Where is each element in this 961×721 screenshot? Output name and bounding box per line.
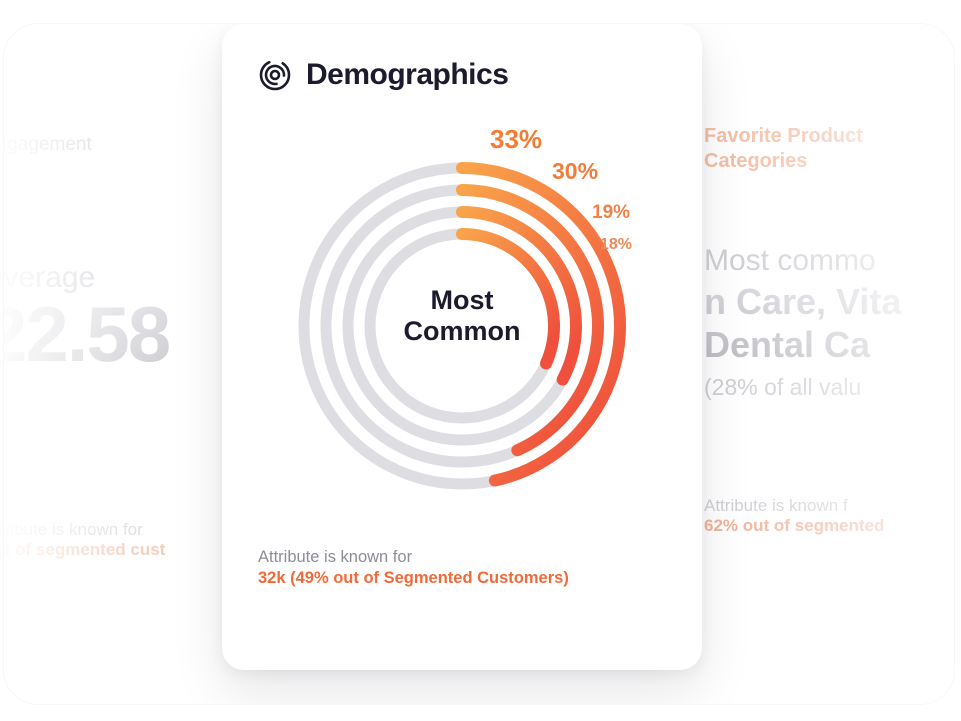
bg-right-title-l1: Favorite Product — [704, 125, 863, 147]
stage: Engagement Average 22.58 Attribute is kn… — [4, 24, 954, 704]
bg-right-title-l2: Categories — [704, 150, 807, 172]
footer-line2: 32k (49% out of Segmented Customers) — [258, 569, 666, 588]
bg-right-categories: n Care, Vita Dental Ca — [704, 280, 954, 366]
chart-center-l2: Common — [404, 316, 521, 346]
ring-pct-label-3: 18% — [600, 236, 632, 254]
card-footer: Attribute is known for 32k (49% out of S… — [258, 548, 666, 588]
bg-right-title: Favorite Product Categories — [704, 124, 954, 174]
radial-chart: Most Common 33% 30% 19% 18% — [258, 112, 666, 520]
radial-logo-icon — [258, 58, 292, 92]
bg-right-known-l2: 62% out of segmented — [704, 516, 954, 536]
card-header: Demographics — [258, 58, 666, 92]
ring-pct-label-2: 19% — [592, 202, 630, 224]
demographics-card: Demographics Most Common 33% 30% 19% 18% — [222, 24, 702, 670]
ring-pct-label-1: 30% — [552, 158, 598, 185]
ring-pct-label-0: 33% — [490, 124, 542, 155]
bg-right-cats-l1: n Care, Vita — [704, 281, 901, 322]
bg-right-cats-l2: Dental Ca — [704, 324, 870, 365]
card-title: Demographics — [306, 58, 508, 92]
bg-card-categories: Favorite Product Categories Most commo n… — [704, 124, 954, 536]
bg-right-known-l1: Attribute is known f — [704, 496, 954, 516]
bg-right-pct: (28% of all valu — [704, 374, 954, 401]
chart-center-l1: Most — [431, 285, 494, 315]
chart-center-label: Most Common — [258, 285, 666, 347]
footer-line1: Attribute is known for — [258, 548, 666, 567]
bg-right-most-common: Most commo — [704, 244, 954, 278]
